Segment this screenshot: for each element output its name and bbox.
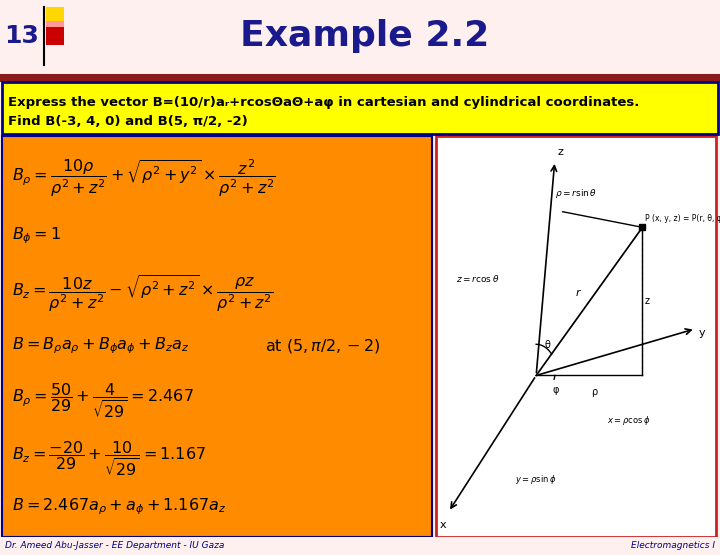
- Bar: [46, 7, 64, 27]
- Text: $B = 2.467a_\rho + a_\phi + 1.167a_z$: $B = 2.467a_\rho + a_\phi + 1.167a_z$: [12, 497, 226, 517]
- Text: $z = r\cos\theta$: $z = r\cos\theta$: [456, 273, 500, 284]
- Text: z: z: [557, 147, 563, 157]
- Bar: [436, 136, 716, 537]
- Bar: [0, 0, 720, 75]
- Text: $B_z = \dfrac{-20}{29}+\dfrac{10}{\sqrt{29}} = 1.167$: $B_z = \dfrac{-20}{29}+\dfrac{10}{\sqrt{…: [12, 440, 206, 478]
- Bar: [0, 537, 720, 555]
- Bar: [0, 74, 720, 82]
- Text: $B_\phi = 1$: $B_\phi = 1$: [12, 226, 61, 246]
- Bar: [46, 21, 64, 27]
- Text: $\rho = r\sin\theta$: $\rho = r\sin\theta$: [554, 187, 597, 200]
- Text: $B_\rho = \dfrac{10\rho}{\rho^2+z^2}+\sqrt{\rho^2+y^2}\times\dfrac{z^2}{\rho^2+z: $B_\rho = \dfrac{10\rho}{\rho^2+z^2}+\sq…: [12, 157, 276, 199]
- Text: Dr. Ameed Abu-Jasser - EE Department - IU Gaza: Dr. Ameed Abu-Jasser - EE Department - I…: [5, 542, 225, 551]
- Bar: [2, 136, 432, 537]
- Text: P (x, y, z) = P(r, θ, φ) = P(ρ, φ, z): P (x, y, z) = P(r, θ, φ) = P(ρ, φ, z): [645, 214, 720, 224]
- Text: ρ: ρ: [591, 387, 598, 397]
- Text: $B = B_\rho a_\rho + B_\phi a_\phi + B_z a_z$: $B = B_\rho a_\rho + B_\phi a_\phi + B_z…: [12, 336, 189, 356]
- Bar: [46, 7, 64, 45]
- Text: Find B(-3, 4, 0) and B(5, π/2, -2): Find B(-3, 4, 0) and B(5, π/2, -2): [8, 115, 248, 128]
- Text: $x = \rho\cos\phi$: $x = \rho\cos\phi$: [608, 415, 651, 427]
- Text: z: z: [645, 296, 650, 306]
- Text: Example 2.2: Example 2.2: [240, 19, 490, 53]
- Text: $y = \rho\sin\phi$: $y = \rho\sin\phi$: [516, 473, 557, 486]
- Text: $B_\rho = \dfrac{50}{29}+\dfrac{4}{\sqrt{29}} = 2.467$: $B_\rho = \dfrac{50}{29}+\dfrac{4}{\sqrt…: [12, 381, 194, 421]
- Text: r: r: [576, 287, 580, 297]
- Text: at $(5,\pi/2,-2)$: at $(5,\pi/2,-2)$: [265, 337, 380, 355]
- Text: φ: φ: [552, 385, 559, 395]
- Text: Express the vector B=(10/r)aᵣ+rcosΘaΘ+aφ in cartesian and cylindrical coordinate: Express the vector B=(10/r)aᵣ+rcosΘaΘ+aφ…: [8, 96, 639, 109]
- Text: θ: θ: [544, 340, 550, 350]
- Text: Electromagnetics I: Electromagnetics I: [631, 542, 715, 551]
- Text: x: x: [440, 519, 446, 530]
- Bar: [46, 27, 64, 45]
- Text: y: y: [698, 327, 705, 337]
- Text: 13: 13: [4, 24, 40, 48]
- Text: $B_z = \dfrac{10z}{\rho^2+z^2}-\sqrt{\rho^2+z^2}\times\dfrac{\rho z}{\rho^2+z^2}: $B_z = \dfrac{10z}{\rho^2+z^2}-\sqrt{\rh…: [12, 274, 274, 314]
- Bar: [2, 82, 718, 134]
